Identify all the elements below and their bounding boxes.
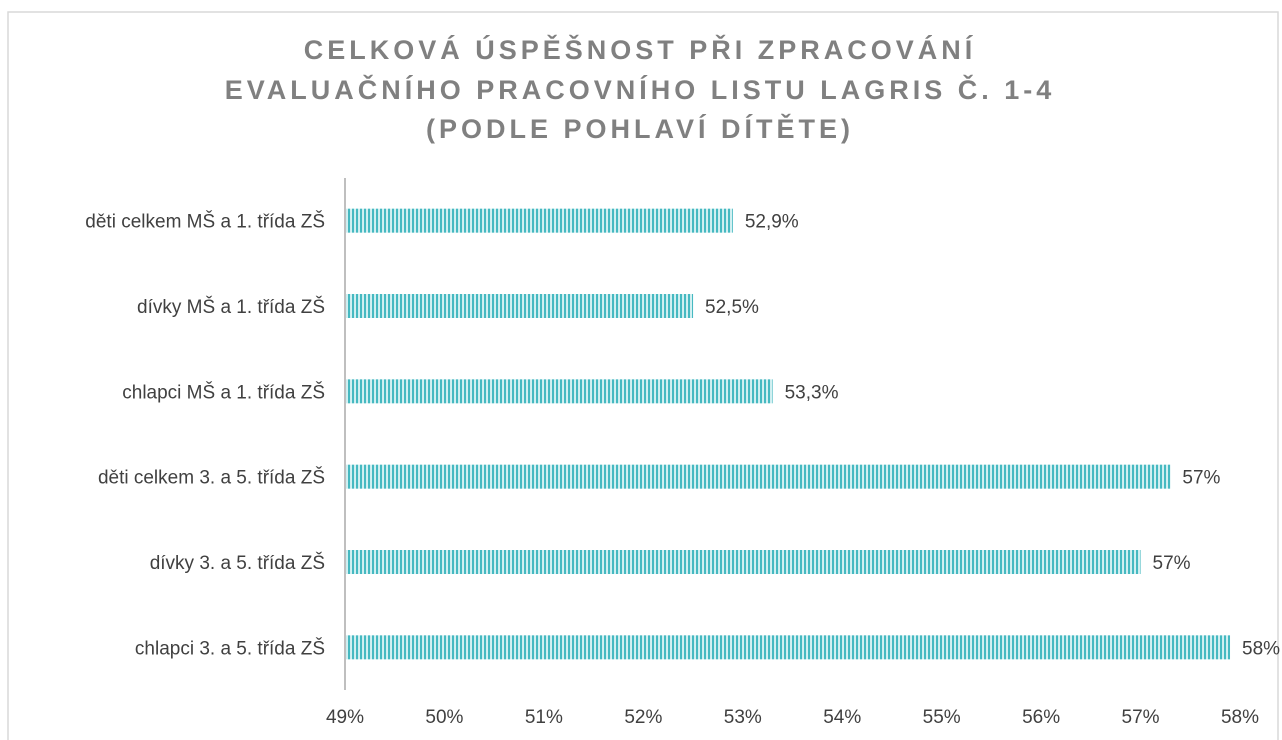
chart-title: EVALUAČNÍHO PRACOVNÍHO LISTU LAGRIS Č. 1… [225, 74, 1056, 105]
data-label: 57% [1153, 553, 1191, 574]
y-tick-label: chlapci 3. a 5. třída ZŠ [135, 637, 325, 659]
chart-title: CELKOVÁ ÚSPĚŠNOST PŘI ZPRACOVÁNÍ [304, 34, 977, 65]
chart-title: (PODLE POHLAVÍ DÍTĚTE) [426, 113, 854, 144]
x-tick-label: 54% [823, 707, 861, 728]
data-label: 58% [1242, 638, 1280, 659]
x-tick-label: 51% [525, 707, 563, 728]
data-label: 52,9% [745, 212, 799, 233]
bar [345, 635, 1231, 660]
y-tick-label: dívky 3. a 5. třída ZŠ [150, 552, 325, 574]
x-tick-label: 56% [1022, 707, 1060, 728]
data-label: 53,3% [785, 382, 839, 403]
data-label: 57% [1182, 468, 1220, 489]
bar [345, 379, 773, 404]
x-tick-label: 52% [624, 707, 662, 728]
x-tick-label: 55% [923, 707, 961, 728]
data-label: 52,5% [705, 297, 759, 318]
y-tick-label: dívky MŠ a 1. třída ZŠ [137, 296, 325, 318]
bar [345, 294, 694, 318]
x-tick-label: 58% [1221, 707, 1259, 728]
y-tick-label: děti celkem 3. a 5. třída ZŠ [98, 467, 325, 489]
x-tick-label: 49% [326, 707, 364, 728]
x-tick-label: 57% [1122, 707, 1160, 728]
y-tick-label: chlapci MŠ a 1. třída ZŠ [122, 381, 325, 403]
x-tick-label: 53% [724, 707, 762, 728]
bar [345, 208, 733, 233]
bar [345, 464, 1171, 489]
bar [345, 550, 1141, 574]
y-tick-label: děti celkem MŠ a 1. třída ZŠ [85, 211, 325, 233]
frame [7, 11, 1279, 740]
x-tick-label: 50% [425, 707, 463, 728]
